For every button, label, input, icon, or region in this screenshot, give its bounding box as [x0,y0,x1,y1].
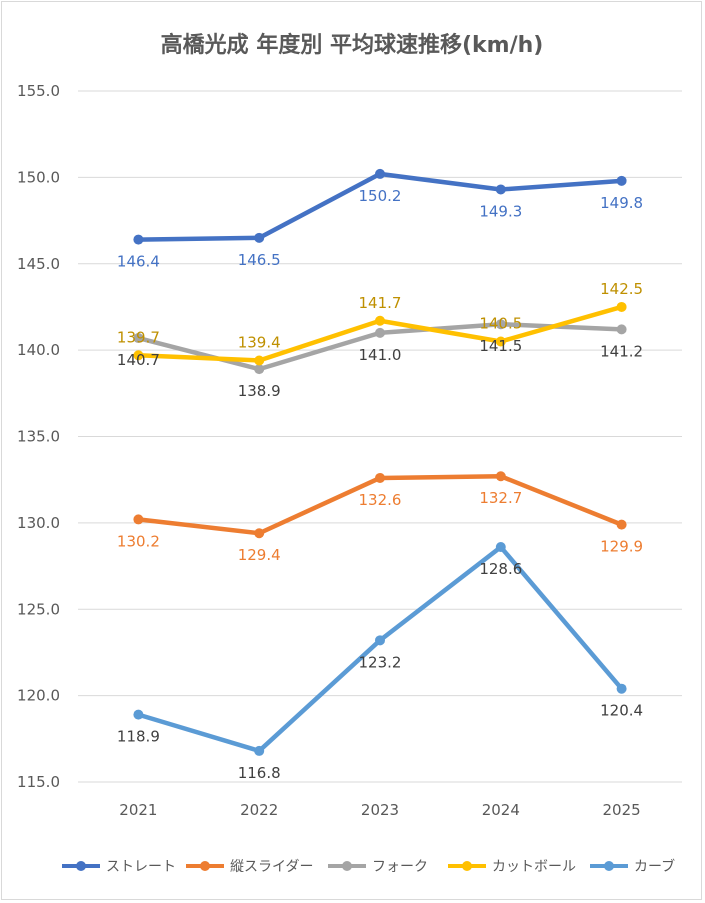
legend-swatch-marker [462,861,472,871]
data-point [254,355,265,366]
data-label: 142.5 [600,280,643,298]
data-point [133,709,144,720]
y-tick-label: 135.0 [17,428,60,446]
data-point [616,683,627,694]
x-tick-label: 2021 [119,801,157,819]
data-label: 149.8 [600,194,643,212]
y-tick-label: 145.0 [17,255,60,273]
legend-swatch-marker [76,861,86,871]
y-tick-label: 140.0 [17,341,60,359]
data-point [133,333,144,344]
data-label: 139.4 [238,333,281,351]
x-tick-label: 2024 [482,801,520,819]
data-label: 146.5 [238,251,281,269]
y-tick-label: 120.0 [17,687,60,705]
data-label: 118.9 [117,728,160,746]
series-group [133,168,627,756]
data-point [495,471,506,482]
y-tick-label: 125.0 [17,600,60,618]
series-line [136,171,624,242]
x-tick-label: 2022 [240,801,278,819]
data-point [254,528,265,539]
data-point [375,315,385,326]
data-point [375,327,385,338]
data-label: 132.7 [479,489,522,507]
y-axis-ticks: 115.0 120.0 125.0 130.0 135.0 140.0 145.0 150.0… [17,82,60,791]
data-point [495,319,506,330]
data-label: 150.2 [359,187,402,205]
data-point [133,514,144,525]
data-label: 140.5 [479,314,522,332]
legend-swatch-marker [342,861,352,871]
y-tick-label: 115.0 [17,773,60,791]
legend-label: カットボール [492,859,576,875]
y-tick-label: 155.0 [17,82,60,100]
x-tick-label: 2025 [603,801,641,819]
legend-label: フォーク [372,859,428,875]
data-label: 141.0 [359,346,402,364]
series-line [136,544,624,754]
data-label: 141.5 [479,337,522,355]
y-tick-label: 130.0 [17,514,60,532]
data-point [375,635,385,646]
data-point [133,234,144,245]
grid-lines [78,90,682,783]
data-labels: 146.4 146.5 150.2 149.3 149.8 130.2 129.4 132.6… [117,187,643,782]
data-point [616,324,627,335]
data-label: 120.4 [600,702,643,720]
data-label: 146.4 [117,253,160,271]
chart-title: 高橋光成 年度別 平均球速推移(km/h) [161,32,544,58]
data-point [616,175,627,186]
data-label: 139.7 [117,328,160,346]
data-point [254,232,265,243]
data-label: 128.6 [479,560,522,578]
data-point [495,336,506,347]
data-point [133,350,144,361]
data-label: 140.7 [117,351,160,369]
data-point [375,168,385,179]
legend-swatch-marker [604,861,614,871]
data-point [616,301,627,312]
data-label: 129.9 [600,538,643,556]
y-tick-label: 150.0 [17,168,60,186]
data-label: 141.7 [359,294,402,312]
data-label: 138.9 [238,382,281,400]
data-label: 132.6 [359,491,402,509]
legend-label: 縦スライダー [230,859,313,875]
legend-swatch-marker [200,861,210,871]
data-point [495,542,506,553]
data-label: 141.2 [600,342,643,360]
data-point [616,519,627,530]
legend-label: カーブ [634,858,675,875]
legend-label: ストレート [106,859,176,875]
data-point [254,745,265,756]
data-label: 149.3 [479,202,522,220]
data-point [495,184,506,195]
data-label: 129.4 [238,546,281,564]
legend: ストレート 縦スライダー フォーク カットボール カーブ [62,858,675,875]
x-tick-label: 2023 [361,801,399,819]
data-label: 130.2 [117,532,160,550]
data-label: 116.8 [238,764,281,782]
data-point [375,472,385,483]
data-label: 123.2 [359,653,402,671]
x-axis-ticks: 2021 2022 2023 2024 2025 [119,801,640,819]
data-point [254,364,265,375]
